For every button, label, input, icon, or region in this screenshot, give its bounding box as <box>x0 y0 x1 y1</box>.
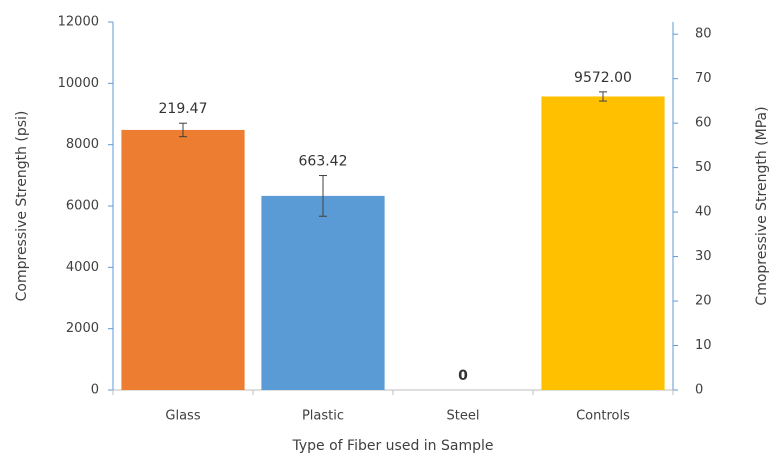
x-tick-label: Plastic <box>302 409 344 424</box>
data-label: 9572.00 <box>574 70 632 86</box>
y-tick-label: 6000 <box>66 199 99 214</box>
y2-tick-label: 20 <box>695 294 712 309</box>
y-tick-label: 12000 <box>58 15 99 30</box>
x-tick-label: Glass <box>165 409 200 424</box>
y2-tick-label: 0 <box>695 383 703 398</box>
y2-tick-label: 10 <box>695 338 712 353</box>
data-label: 219.47 <box>159 101 208 117</box>
y-tick-label: 4000 <box>66 260 99 275</box>
y-tick-label: 10000 <box>58 76 99 91</box>
data-label: 0 <box>458 368 468 384</box>
x-tick-label: Controls <box>576 409 630 424</box>
bar <box>261 195 385 390</box>
bar <box>541 96 665 390</box>
x-axis-title: Type of Fiber used in Sample <box>291 438 493 454</box>
y2-tick-label: 80 <box>695 27 712 42</box>
y2-tick-label: 70 <box>695 71 712 86</box>
y2-tick-label: 40 <box>695 205 712 220</box>
bar <box>121 129 245 391</box>
y2-tick-label: 60 <box>695 116 712 131</box>
y-axis-title: Compressive Strength (psi) <box>14 111 30 302</box>
y2-axis-title: Cmopressive Strength (MPa) <box>754 106 770 305</box>
data-label: 663.42 <box>299 154 348 170</box>
y2-tick-label: 30 <box>695 249 712 264</box>
y-tick-label: 2000 <box>66 321 99 336</box>
y-tick-label: 8000 <box>66 137 99 152</box>
x-tick-label: Steel <box>447 409 480 424</box>
y-tick-label: 0 <box>91 383 99 398</box>
y2-tick-label: 50 <box>695 160 712 175</box>
